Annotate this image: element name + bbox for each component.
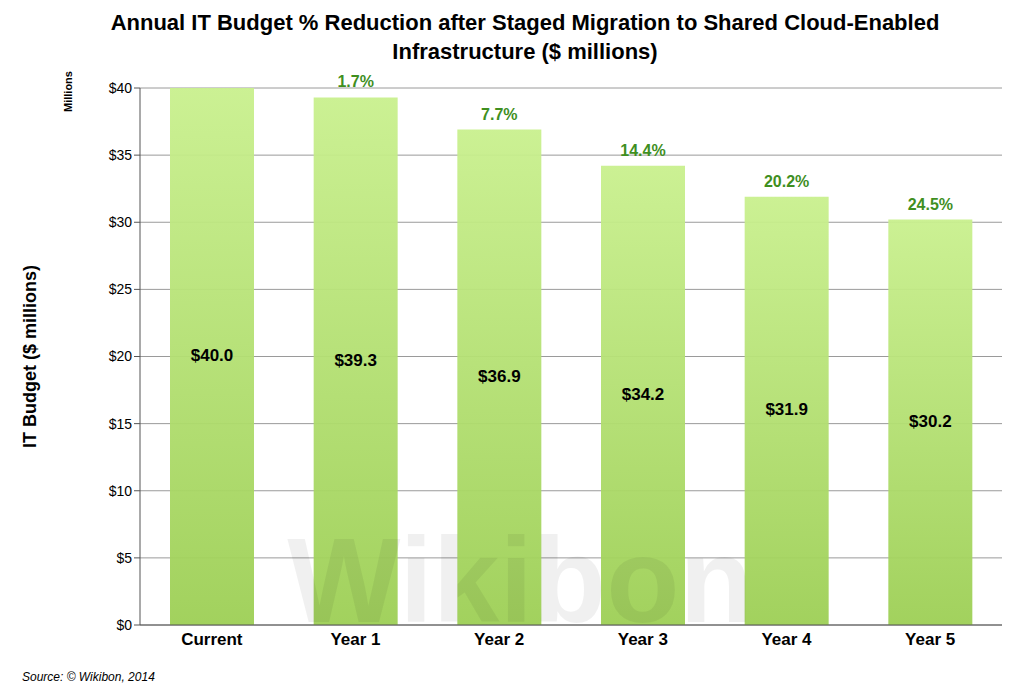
svg-text:$31.9: $31.9 xyxy=(765,400,808,419)
svg-text:$10: $10 xyxy=(109,483,133,499)
svg-text:Year 2: Year 2 xyxy=(474,630,524,649)
svg-text:$40.0: $40.0 xyxy=(191,346,234,365)
svg-text:$30.2: $30.2 xyxy=(909,412,952,431)
svg-text:1.7%: 1.7% xyxy=(337,73,373,90)
svg-text:24.5%: 24.5% xyxy=(908,196,953,213)
svg-text:Year 3: Year 3 xyxy=(618,630,668,649)
svg-text:$0: $0 xyxy=(116,617,132,633)
svg-text:$25: $25 xyxy=(109,281,133,297)
svg-text:7.7%: 7.7% xyxy=(481,106,517,123)
svg-text:20.2%: 20.2% xyxy=(764,173,809,190)
svg-text:14.4%: 14.4% xyxy=(620,142,665,159)
svg-text:$34.2: $34.2 xyxy=(622,385,665,404)
svg-text:$36.9: $36.9 xyxy=(478,367,521,386)
svg-text:IT Budget ($ millions): IT Budget ($ millions) xyxy=(20,265,40,448)
svg-text:$30: $30 xyxy=(109,214,133,230)
svg-text:$5: $5 xyxy=(116,550,132,566)
svg-text:Year 1: Year 1 xyxy=(330,630,380,649)
svg-text:$39.3: $39.3 xyxy=(334,351,377,370)
svg-text:$15: $15 xyxy=(109,416,133,432)
svg-text:Year 5: Year 5 xyxy=(905,630,955,649)
svg-text:Year 4: Year 4 xyxy=(761,630,812,649)
svg-text:$40: $40 xyxy=(109,80,133,96)
svg-text:Current: Current xyxy=(181,630,243,649)
svg-text:$35: $35 xyxy=(109,147,133,163)
svg-text:$20: $20 xyxy=(109,348,133,364)
